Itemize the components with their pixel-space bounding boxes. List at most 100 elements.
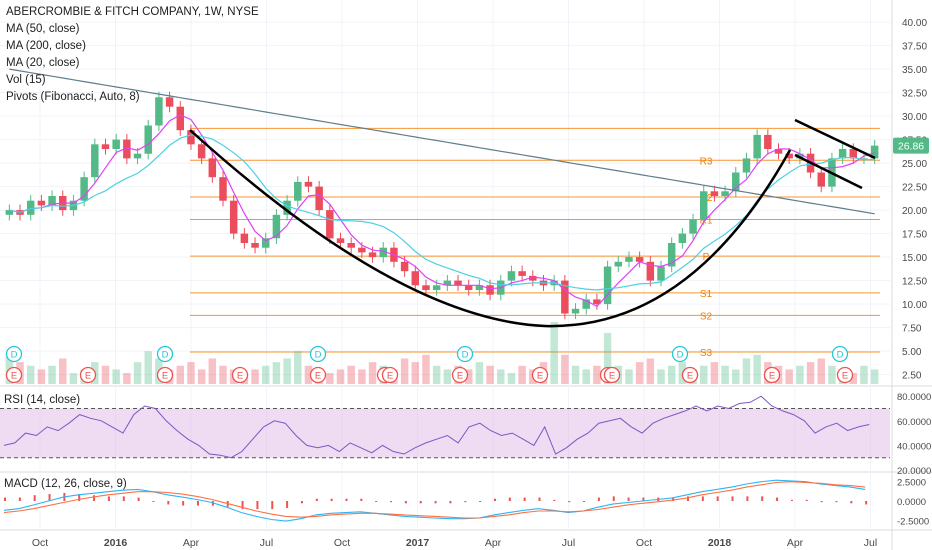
- volume-bar: [304, 365, 313, 384]
- event-marker-label: D: [162, 350, 169, 361]
- candle-body: [464, 285, 473, 290]
- price-tick-label: 32.50: [902, 89, 927, 100]
- time-tick-label: Oct: [334, 537, 350, 549]
- macd-tick-label: 0.0000: [897, 497, 926, 508]
- pivot-label: S2: [700, 311, 713, 322]
- indicator-ma200[interactable]: MA (200, close): [6, 40, 86, 52]
- earnings-marker: [309, 366, 327, 384]
- candle-body: [657, 266, 665, 281]
- candle-body: [785, 153, 793, 159]
- pivot-label: R3: [700, 156, 713, 167]
- event-marker-label: D: [315, 350, 322, 361]
- volume-bar: [721, 365, 729, 384]
- candle-body: [561, 280, 569, 314]
- candle-body: [817, 172, 825, 187]
- event-marker-label: D: [837, 350, 844, 361]
- macd-histogram-bar: [583, 501, 586, 502]
- rsi-line: [3, 395, 870, 459]
- macd-histogram-bar: [761, 496, 764, 501]
- volume-bar: [828, 365, 836, 384]
- volume-bar: [817, 358, 825, 384]
- candle-body: [400, 261, 409, 272]
- volume-bar: [699, 365, 708, 384]
- macd-histogram-bar: [820, 501, 823, 503]
- volume-bar: [112, 369, 120, 384]
- candle-body: [475, 285, 484, 290]
- volume-bar: [294, 351, 302, 384]
- chart-title[interactable]: ABERCROMBIE & FITCH COMPANY, 1W, NYSE: [6, 6, 259, 18]
- volume-bar: [849, 373, 858, 384]
- candle-body: [507, 271, 516, 281]
- volume-bar: [251, 369, 259, 384]
- macd-histogram-bar: [716, 496, 719, 501]
- earnings-marker: [79, 366, 97, 384]
- volume-bar: [144, 351, 152, 384]
- macd-histogram-bar: [642, 497, 645, 501]
- rsi-panel: [0, 395, 890, 459]
- event-marker-label: E: [537, 371, 543, 382]
- macd-histogram-bar: [865, 501, 868, 505]
- volume-bar: [860, 365, 868, 384]
- time-tick-label: Apr: [787, 537, 804, 549]
- indicator-ma20[interactable]: MA (20, close): [6, 57, 80, 69]
- volume-bar: [411, 362, 420, 384]
- rsi-label[interactable]: RSI (14, close): [4, 394, 81, 406]
- earnings-marker: [603, 366, 621, 384]
- volume-bar: [635, 362, 644, 384]
- candle-body: [614, 261, 623, 267]
- volume-bar: [187, 362, 195, 384]
- indicator-vol[interactable]: Vol (15): [6, 74, 46, 86]
- macd-histogram-bar: [197, 501, 200, 506]
- volume-bar: [486, 365, 494, 384]
- candle-body: [176, 106, 185, 131]
- candle-body: [368, 252, 377, 258]
- volume-bar: [347, 365, 355, 384]
- macd-histogram-bar: [449, 501, 452, 504]
- macd-histogram-bar: [835, 501, 838, 503]
- time-tick-label: Jul: [562, 537, 575, 549]
- volume-bar: [59, 358, 67, 384]
- candle-body: [123, 139, 131, 159]
- last-price-label: 26.86: [898, 141, 924, 153]
- macd-histogram-bar: [850, 501, 853, 504]
- candle-body: [379, 247, 387, 258]
- candle-body: [582, 299, 590, 309]
- candle-body: [870, 145, 879, 159]
- macd-histogram-bar: [746, 496, 749, 501]
- event-marker-label: E: [315, 371, 321, 382]
- volume-bar: [326, 373, 334, 384]
- candle-body: [272, 214, 281, 239]
- candle-body: [710, 191, 719, 196]
- volume-bar: [732, 369, 740, 384]
- indicator-pivots[interactable]: Pivots (Fibonacci, Auto, 8): [6, 91, 140, 103]
- pivot-label: P: [703, 252, 710, 263]
- candle-body: [283, 200, 291, 215]
- candle-body: [699, 191, 708, 220]
- volume-bar: [667, 365, 676, 384]
- rsi-tick-label: 60.0000: [897, 417, 931, 428]
- macd-label[interactable]: MACD (12, 26, close, 9): [4, 478, 127, 490]
- volume-bar: [176, 365, 185, 384]
- candle-body: [240, 233, 249, 243]
- candle-body: [261, 238, 270, 248]
- indicator-ma50[interactable]: MA (50, close): [6, 23, 80, 35]
- handle-lower-line: [794, 153, 863, 190]
- volume-bar: [475, 362, 484, 384]
- candle-body: [336, 238, 345, 243]
- candle-body: [860, 158, 868, 160]
- macd-histogram-bar: [360, 498, 363, 501]
- volume-bar: [261, 365, 270, 384]
- macd-histogram-bar: [612, 496, 615, 501]
- event-marker-label: E: [687, 371, 693, 382]
- event-marker-label: E: [237, 371, 243, 382]
- volume-bar: [796, 365, 804, 384]
- earnings-marker: [763, 366, 781, 384]
- price-tick-label: 10.00: [902, 300, 927, 311]
- volume-bar: [443, 369, 452, 384]
- macd-histogram-bar: [464, 501, 467, 503]
- candle-body: [208, 158, 217, 178]
- candle-body: [48, 196, 56, 206]
- time-tick-label: Oct: [636, 537, 652, 549]
- event-marker-label: E: [85, 371, 91, 382]
- price-tick-label: 5.00: [902, 347, 922, 358]
